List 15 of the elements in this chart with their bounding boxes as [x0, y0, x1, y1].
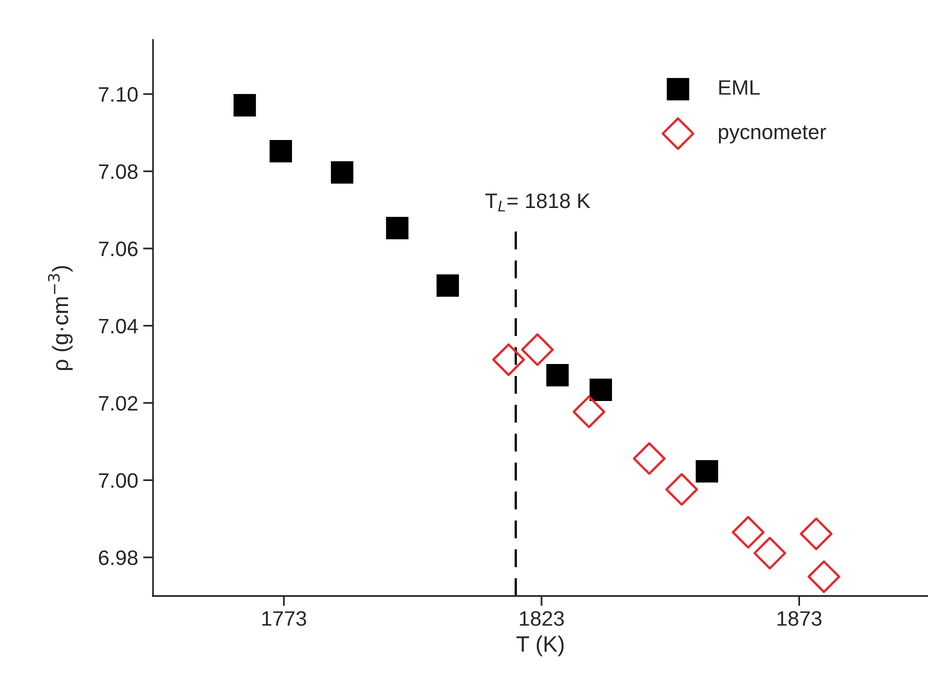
legend-label: pycnometer [718, 126, 826, 144]
y-tick-label: 7.06 [98, 242, 138, 256]
x-axis-title: T (K) [516, 636, 564, 656]
ref-line-label: T$_{L}$= 1818 K [485, 193, 590, 212]
x-tick-label: 1773 [262, 611, 306, 626]
y-axis-title: ρ (g·cm$^{−3}$) [48, 266, 73, 370]
y-tick-label: 7.00 [98, 473, 138, 488]
y-tick-label: 7.08 [98, 164, 138, 180]
x-tick-label: 1873 [778, 611, 822, 626]
y-tick-label: 7.10 [98, 87, 138, 102]
y-tick-label: 7.04 [98, 318, 138, 334]
y-tick-label: 7.02 [98, 396, 138, 411]
x-tick-label: 1823 [520, 611, 564, 626]
legend-label: EML [719, 80, 760, 95]
y-tick-label: 6.98 [98, 550, 138, 566]
